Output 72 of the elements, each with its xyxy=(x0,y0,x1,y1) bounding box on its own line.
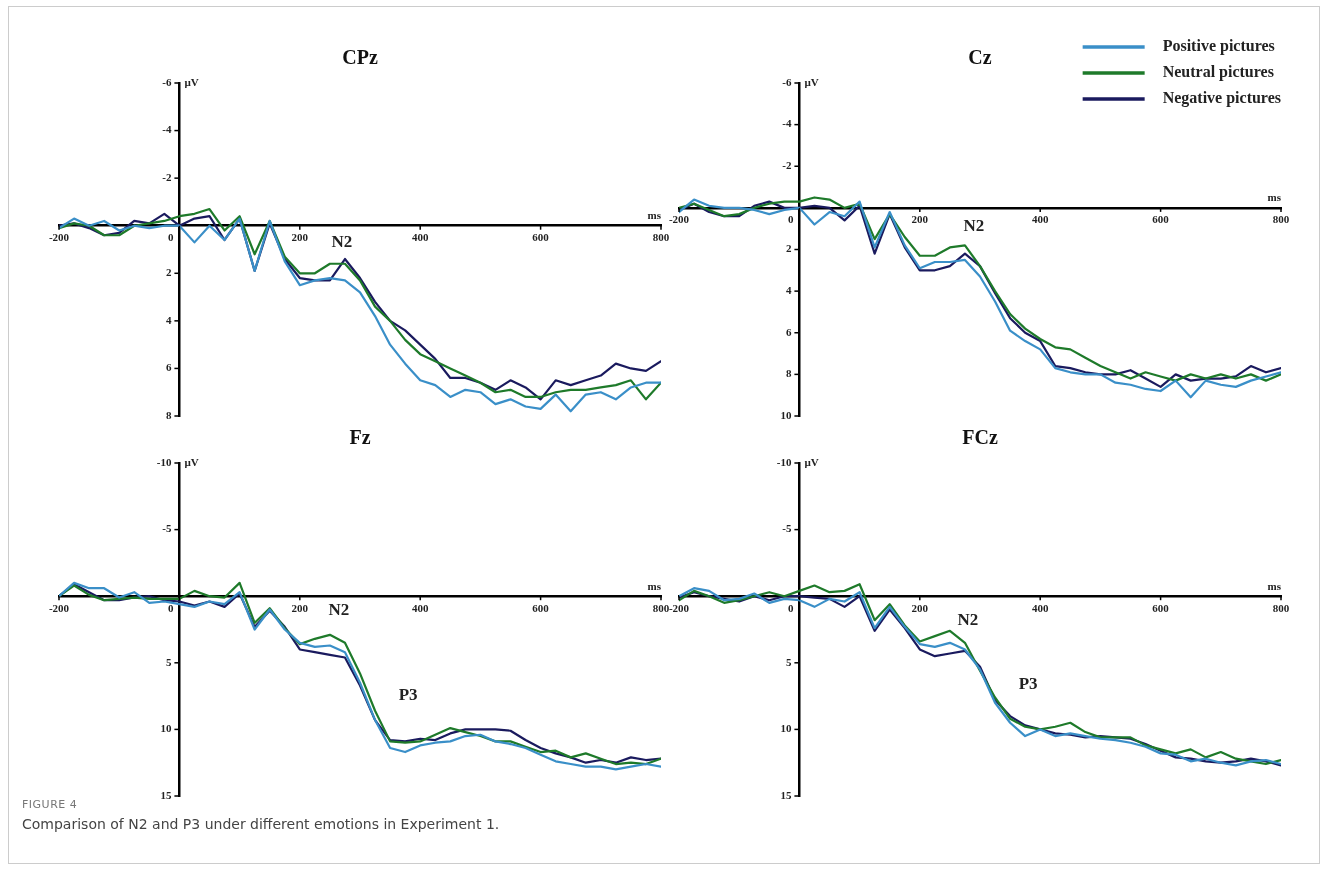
y-tick-label: 10 xyxy=(160,722,172,735)
x-tick-label: -200 xyxy=(668,213,690,226)
y-tick-label: -10 xyxy=(776,455,792,468)
x-tick-label: 0 xyxy=(787,213,794,226)
x-tick-label: 400 xyxy=(1031,213,1049,226)
x-tick-label: 200 xyxy=(911,213,929,226)
x-tick-label: 200 xyxy=(291,231,309,244)
y-tick-label: 5 xyxy=(785,655,792,668)
x-axis-title: ms xyxy=(647,209,662,222)
x-tick-label: -200 xyxy=(48,601,70,614)
y-axis-title: µV xyxy=(804,455,819,468)
legend-label: Negative pictures xyxy=(1162,89,1281,108)
y-tick-label: -5 xyxy=(782,522,792,535)
y-tick-label: 6 xyxy=(785,325,792,338)
x-axis-title: ms xyxy=(1267,579,1282,592)
x-tick-label: 0 xyxy=(787,601,794,614)
x-tick-label: -200 xyxy=(668,601,690,614)
annotation: N2 xyxy=(963,215,985,235)
y-tick-label: 15 xyxy=(160,788,172,801)
legend-label: Positive pictures xyxy=(1162,37,1275,56)
legend-label: Neutral pictures xyxy=(1162,63,1274,82)
x-tick-label: 0 xyxy=(167,601,174,614)
y-tick-label: -2 xyxy=(162,170,172,183)
y-axis-title: µV xyxy=(184,75,199,88)
x-tick-label: -200 xyxy=(48,231,70,244)
annotation: N2 xyxy=(331,232,353,252)
annotation: P3 xyxy=(1018,673,1038,693)
chart-title: CPz xyxy=(342,46,378,69)
y-tick-label: 10 xyxy=(780,722,792,735)
x-tick-label: 600 xyxy=(532,231,550,244)
y-tick-label: 4 xyxy=(785,283,792,296)
x-tick-label: 200 xyxy=(291,601,309,614)
y-tick-label: 15 xyxy=(780,788,792,801)
x-tick-label: 600 xyxy=(1152,601,1170,614)
text: Comparison of N2 and P3 under different emotions in Experiment 1. xyxy=(22,816,500,832)
y-axis-title: µV xyxy=(184,455,199,468)
y-tick-label: -10 xyxy=(156,455,172,468)
x-axis-title: ms xyxy=(1267,191,1282,204)
y-tick-label: -2 xyxy=(782,159,792,172)
annotation: N2 xyxy=(957,609,979,629)
x-tick-label: 400 xyxy=(411,601,429,614)
caption: FIGURE 4 xyxy=(22,798,78,811)
x-tick-label: 800 xyxy=(652,601,670,614)
y-tick-label: -5 xyxy=(162,522,172,535)
y-tick-label: 5 xyxy=(165,655,172,668)
x-tick-label: 800 xyxy=(1272,601,1290,614)
chart-title: Cz xyxy=(968,46,992,69)
x-tick-label: 400 xyxy=(411,231,429,244)
x-tick-label: 600 xyxy=(1152,213,1170,226)
y-tick-label: 6 xyxy=(165,361,172,374)
chart-title: Fz xyxy=(349,426,371,449)
x-tick-label: 400 xyxy=(1031,601,1049,614)
annotation: N2 xyxy=(328,600,350,620)
x-tick-label: 0 xyxy=(167,231,174,244)
x-tick-label: 600 xyxy=(532,601,550,614)
x-tick-label: 200 xyxy=(911,601,929,614)
annotation: P3 xyxy=(398,685,418,705)
y-tick-label: -6 xyxy=(162,75,172,88)
y-tick-label: -6 xyxy=(782,75,792,88)
y-tick-label: 8 xyxy=(165,408,172,421)
x-axis-title: ms xyxy=(647,579,662,592)
chart-title: FCz xyxy=(962,426,998,449)
y-tick-label: -4 xyxy=(162,123,172,136)
y-tick-label: -4 xyxy=(782,117,792,130)
y-tick-label: 2 xyxy=(785,242,792,255)
x-tick-label: 800 xyxy=(652,231,670,244)
y-tick-label: 4 xyxy=(165,313,172,326)
y-axis-title: µV xyxy=(804,75,819,88)
y-tick-label: 2 xyxy=(165,266,172,279)
y-tick-label: 10 xyxy=(780,408,792,421)
y-tick-label: 8 xyxy=(785,367,792,380)
x-tick-label: 800 xyxy=(1272,213,1290,226)
